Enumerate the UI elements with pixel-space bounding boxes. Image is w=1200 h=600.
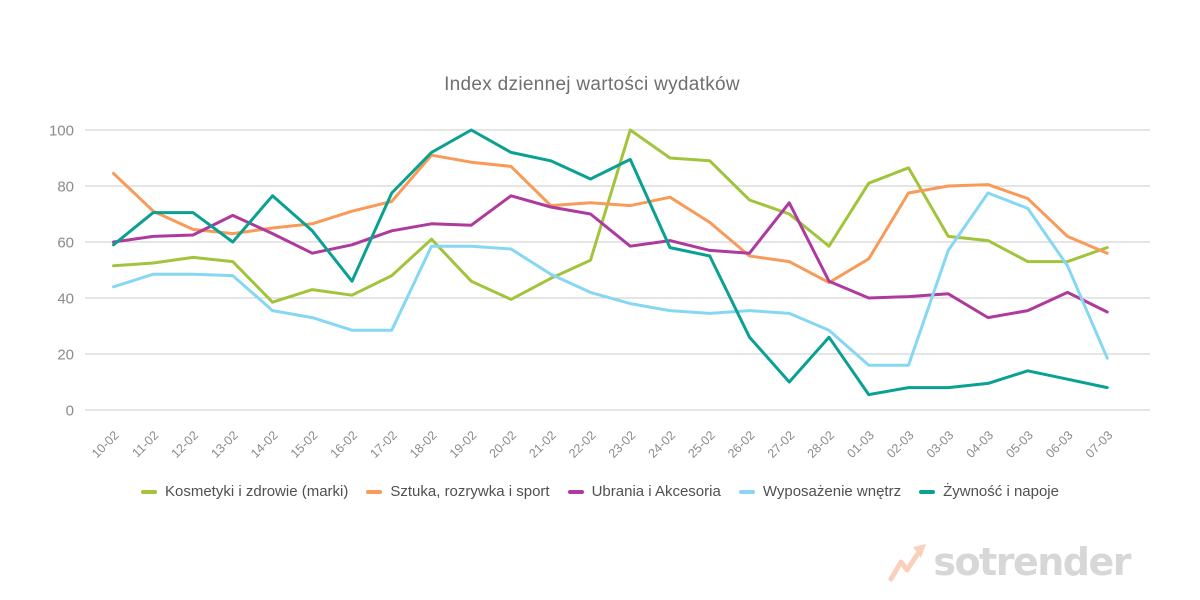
x-axis-label: 13-02 (208, 428, 241, 461)
series-line-ubrania-i-akcesoria[interactable] (112, 194, 1109, 320)
series-line-sztuka-rozrywka-i-sport[interactable] (112, 153, 1109, 285)
series-line-zywnosc-i-napoje[interactable] (112, 128, 1109, 397)
x-axis-label: 04-03 (964, 428, 997, 461)
x-axis-label: 27-02 (765, 428, 798, 461)
legend-label: Wyposażenie wnętrz (762, 483, 902, 500)
x-axis-label: 01-03 (844, 428, 877, 461)
x-axis-label: 06-03 (1043, 428, 1076, 461)
x-axis-label: 14-02 (248, 428, 281, 461)
x-axis-label: 26-02 (725, 428, 758, 461)
x-axis-label: 21-02 (526, 428, 559, 461)
legend-item-zywnosc-i-napoje[interactable]: Żywność i napoje (919, 483, 1059, 500)
legend-item-kosmetyki-i-zdrowie[interactable]: Kosmetyki i zdrowie (marki) (141, 483, 348, 500)
legend-label: Żywność i napoje (943, 483, 1059, 500)
legend-marker-kosmetyki-i-zdrowie (141, 489, 157, 494)
legend-label: Sztuka, rozrywka i sport (390, 483, 550, 500)
x-axis-label: 17-02 (367, 428, 400, 461)
x-axis-label: 18-02 (407, 428, 440, 461)
legend-label: Ubrania i Akcesoria (591, 483, 721, 500)
x-axis-label: 23-02 (606, 428, 639, 461)
series-line-kosmetyki-i-zdrowie[interactable] (112, 128, 1109, 304)
x-axis-label: 03-03 (924, 428, 957, 461)
legend-item-ubrania-i-akcesoria[interactable]: Ubrania i Akcesoria (567, 483, 721, 500)
y-axis-label: 0 (66, 403, 74, 420)
series-line-wyposazenie-wnetrz[interactable] (112, 191, 1109, 367)
x-axis-label: 11-02 (130, 428, 162, 460)
legend-item-wyposazenie-wnetrz[interactable]: Wyposażenie wnętrz (738, 483, 902, 500)
x-axis-label: 24-02 (646, 428, 679, 461)
y-axis-label: 60 (57, 235, 74, 252)
x-axis-label: 25-02 (685, 428, 718, 461)
x-axis-label: 12-02 (169, 428, 202, 461)
chart-legend: Kosmetyki i zdrowie (marki) Sztuka, rozry… (0, 483, 1200, 500)
chart-title: Index dziennej wartości wydatków (444, 74, 740, 95)
y-axis-label: 20 (57, 347, 74, 364)
watermark-logo-text: sotrender (933, 540, 1131, 584)
legend-label: Kosmetyki i zdrowie (marki) (165, 483, 349, 500)
legend-marker-zywnosc-i-napoje (919, 489, 936, 494)
legend-marker-sztuka-rozrywka-i-sport (366, 489, 383, 494)
legend-item-sztuka-rozrywka-i-sport[interactable]: Sztuka, rozrywka i sport (366, 483, 550, 500)
x-axis-label: 15-02 (288, 428, 321, 461)
y-axis-label: 100 (49, 123, 74, 140)
x-axis-label: 20-02 (487, 428, 520, 461)
x-axis-label: 28-02 (805, 428, 838, 461)
x-axis-label: 07-03 (1083, 428, 1116, 461)
x-axis-label: 19-02 (447, 428, 480, 461)
x-axis-label: 16-02 (328, 428, 361, 461)
sotrender-watermark: sotrender (887, 540, 1131, 584)
x-axis-label: 05-03 (1003, 428, 1036, 461)
x-axis-label: 22-02 (566, 428, 599, 461)
legend-marker-ubrania-i-akcesoria (567, 489, 584, 494)
trend-arrow-icon (888, 544, 927, 582)
x-axis-label: 02-03 (884, 428, 917, 461)
x-axis-label: 10-02 (89, 428, 122, 461)
y-axis-label: 80 (57, 179, 74, 196)
legend-marker-wyposazenie-wnetrz (738, 489, 755, 494)
y-axis-label: 40 (57, 291, 74, 308)
